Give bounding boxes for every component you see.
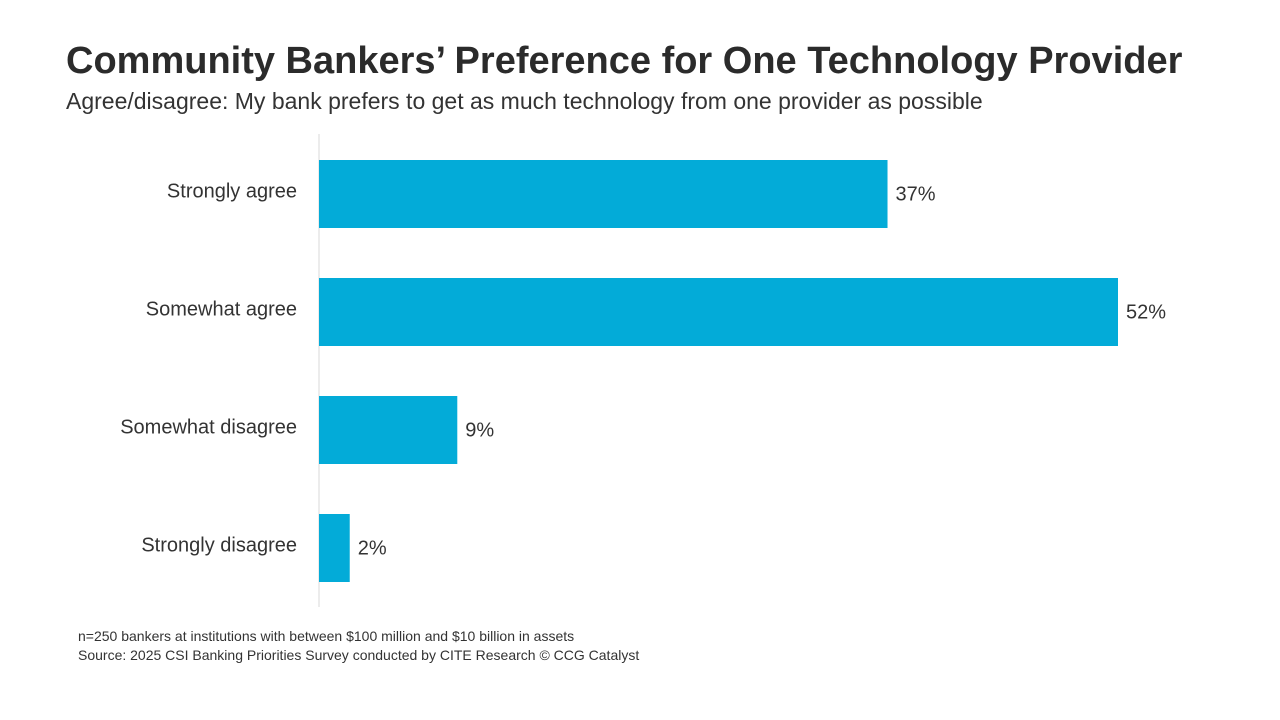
bar-somewhat-disagree bbox=[319, 396, 458, 464]
bar-strongly-agree bbox=[319, 160, 888, 228]
bar-strongly-disagree bbox=[319, 514, 350, 582]
category-label: Somewhat disagree bbox=[120, 416, 297, 438]
chart-title: Community Bankers’ Preference for One Te… bbox=[66, 40, 1183, 82]
data-label: 2% bbox=[358, 537, 387, 559]
footnote-sample-size: n=250 bankers at institutions with betwe… bbox=[78, 628, 575, 644]
bar-somewhat-agree bbox=[319, 278, 1118, 346]
data-label: 52% bbox=[1126, 301, 1166, 323]
chart-subtitle: Agree/disagree: My bank prefers to get a… bbox=[66, 88, 983, 114]
data-label: 37% bbox=[896, 183, 936, 205]
category-label: Strongly disagree bbox=[141, 534, 297, 556]
category-label: Somewhat agree bbox=[146, 298, 297, 320]
footnote-source: Source: 2025 CSI Banking Priorities Surv… bbox=[78, 647, 640, 663]
data-label: 9% bbox=[465, 419, 494, 441]
category-label: Strongly agree bbox=[167, 180, 297, 202]
